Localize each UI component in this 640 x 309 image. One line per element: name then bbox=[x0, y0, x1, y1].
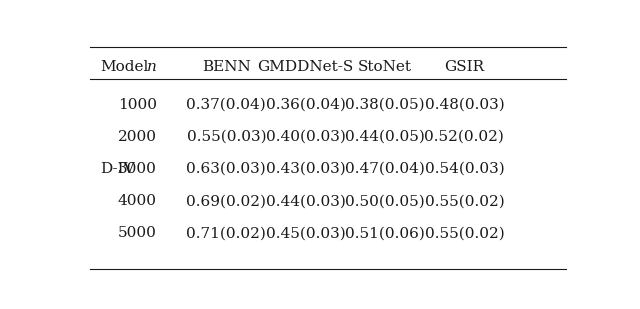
Text: 4000: 4000 bbox=[118, 194, 157, 208]
Text: D-IV: D-IV bbox=[100, 162, 134, 176]
Text: n: n bbox=[147, 60, 157, 74]
Text: GMDDNet-S: GMDDNet-S bbox=[257, 60, 354, 74]
Text: 0.36(0.04): 0.36(0.04) bbox=[266, 98, 346, 112]
Text: 0.52(0.02): 0.52(0.02) bbox=[424, 130, 504, 144]
Text: Model: Model bbox=[100, 60, 148, 74]
Text: 0.47(0.04): 0.47(0.04) bbox=[345, 162, 425, 176]
Text: 0.55(0.03): 0.55(0.03) bbox=[186, 130, 266, 144]
Text: 0.71(0.02): 0.71(0.02) bbox=[186, 226, 266, 240]
Text: StoNet: StoNet bbox=[358, 60, 412, 74]
Text: 0.44(0.03): 0.44(0.03) bbox=[266, 194, 346, 208]
Text: GSIR: GSIR bbox=[444, 60, 484, 74]
Text: 2000: 2000 bbox=[118, 130, 157, 144]
Text: 0.40(0.03): 0.40(0.03) bbox=[266, 130, 346, 144]
Text: 0.69(0.02): 0.69(0.02) bbox=[186, 194, 266, 208]
Text: 0.48(0.03): 0.48(0.03) bbox=[424, 98, 504, 112]
Text: 5000: 5000 bbox=[118, 226, 157, 240]
Text: 0.37(0.04): 0.37(0.04) bbox=[186, 98, 266, 112]
Text: 1000: 1000 bbox=[118, 98, 157, 112]
Text: 0.43(0.03): 0.43(0.03) bbox=[266, 162, 346, 176]
Text: 0.44(0.05): 0.44(0.05) bbox=[345, 130, 425, 144]
Text: 0.63(0.03): 0.63(0.03) bbox=[186, 162, 266, 176]
Text: 0.45(0.03): 0.45(0.03) bbox=[266, 226, 346, 240]
Text: 0.38(0.05): 0.38(0.05) bbox=[345, 98, 425, 112]
Text: 0.50(0.05): 0.50(0.05) bbox=[345, 194, 425, 208]
Text: 0.55(0.02): 0.55(0.02) bbox=[424, 226, 504, 240]
Text: 0.51(0.06): 0.51(0.06) bbox=[345, 226, 425, 240]
Text: BENN: BENN bbox=[202, 60, 251, 74]
Text: 0.55(0.02): 0.55(0.02) bbox=[424, 194, 504, 208]
Text: 3000: 3000 bbox=[118, 162, 157, 176]
Text: 0.54(0.03): 0.54(0.03) bbox=[424, 162, 504, 176]
